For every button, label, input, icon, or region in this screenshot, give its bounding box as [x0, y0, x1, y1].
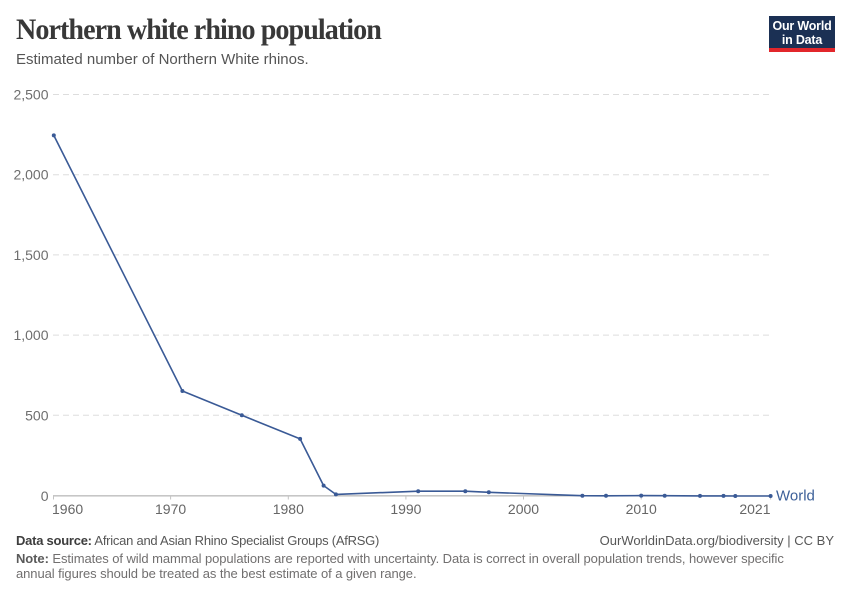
svg-text:0: 0 [41, 488, 49, 504]
svg-text:1,500: 1,500 [13, 247, 48, 263]
svg-text:2000: 2000 [508, 501, 539, 517]
svg-text:1,000: 1,000 [13, 327, 48, 343]
svg-text:1990: 1990 [390, 501, 421, 517]
svg-text:2,000: 2,000 [13, 167, 48, 183]
svg-text:500: 500 [25, 407, 49, 423]
svg-text:1970: 1970 [155, 501, 186, 517]
svg-text:World: World [776, 488, 815, 505]
svg-text:1980: 1980 [273, 501, 304, 517]
svg-text:2,500: 2,500 [13, 87, 48, 103]
svg-text:2021: 2021 [739, 501, 770, 517]
svg-text:1960: 1960 [52, 501, 83, 517]
svg-text:2010: 2010 [626, 501, 657, 517]
